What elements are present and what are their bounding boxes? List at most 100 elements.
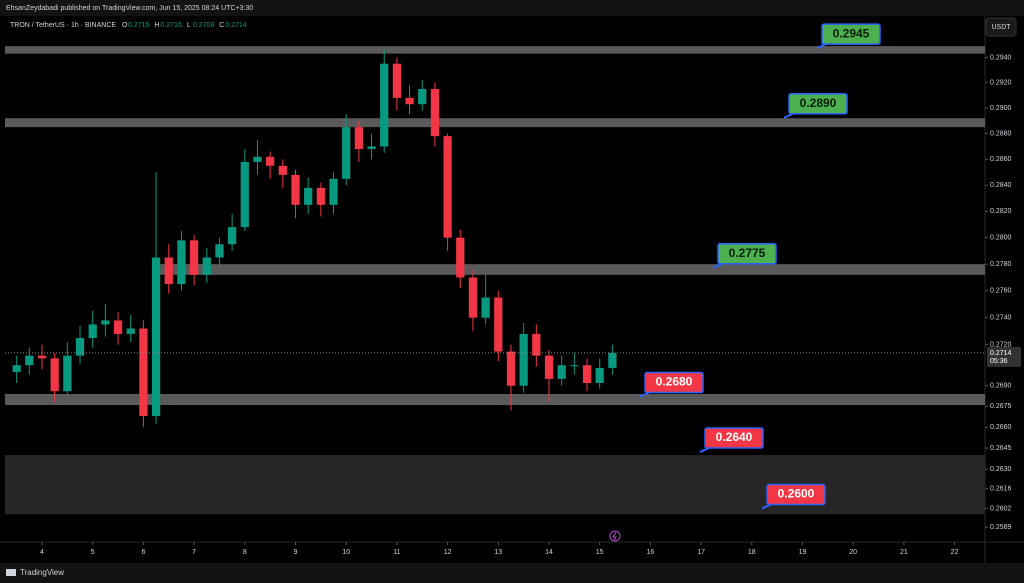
candle-body — [88, 324, 97, 338]
ohlc-value: 0.2708 — [193, 22, 215, 29]
y-tick-label: 0.2602 — [990, 505, 1012, 512]
candle-body — [63, 355, 72, 392]
candle-body — [354, 127, 363, 150]
level-box — [766, 483, 826, 506]
ohlc-key: O — [122, 22, 128, 29]
zone — [5, 393, 985, 406]
y-tick-label: 0.2690 — [990, 383, 1012, 390]
y-tick-label: 0.2900 — [990, 105, 1012, 112]
candle-body — [101, 320, 110, 325]
last-price-tag — [987, 346, 1021, 367]
candle-body — [456, 237, 465, 278]
x-tick-label: 19 — [799, 549, 807, 556]
candle-body — [443, 136, 452, 238]
y-tick-label: 0.2589 — [990, 524, 1012, 531]
y-tick-label: 0.2720 — [990, 342, 1012, 349]
x-tick-label: 4 — [40, 549, 44, 556]
candle-body — [430, 88, 440, 137]
zone — [5, 46, 985, 54]
candle-body — [253, 156, 262, 162]
candle-body — [494, 297, 503, 352]
y-tick-label: 0.2760 — [990, 288, 1012, 295]
candle-body — [418, 88, 427, 105]
y-tick-label: 0.2940 — [990, 54, 1012, 61]
candle-body — [367, 146, 376, 150]
x-tick-label: 9 — [294, 549, 298, 556]
candle-body — [481, 297, 490, 318]
level-label: 0.2600 — [778, 487, 815, 501]
candle-body — [405, 97, 414, 105]
publisher: EhsanZeydabadi published on TradingView.… — [6, 5, 253, 12]
last-price-label: 0.2714 — [990, 350, 1012, 357]
candle-body — [228, 227, 237, 245]
top-bar — [0, 0, 1024, 16]
x-tick-label: 15 — [596, 549, 604, 556]
level-box — [704, 427, 764, 449]
candle-body — [557, 365, 566, 379]
level-label: 0.2680 — [656, 375, 693, 389]
x-tick-label: 10 — [342, 549, 350, 556]
candle-body — [215, 244, 224, 258]
level-box — [821, 23, 881, 45]
x-tick-label: 14 — [545, 549, 553, 556]
y-tick-label: 0.2616 — [990, 486, 1012, 493]
candle-body — [582, 365, 592, 383]
level-label: 0.2945 — [833, 26, 870, 40]
y-tick-label: 0.2840 — [990, 182, 1012, 189]
y-tick-label: 0.2820 — [990, 208, 1012, 215]
candle-body — [380, 63, 389, 147]
ohlc-value: 0.2715 — [128, 22, 150, 29]
candle-body — [177, 240, 186, 285]
candle-body — [151, 257, 161, 417]
candle-body — [519, 333, 528, 386]
zone — [5, 118, 985, 128]
candle-body — [532, 333, 541, 356]
x-tick-label: 16 — [646, 549, 654, 556]
x-tick-label: 13 — [494, 549, 502, 556]
ohlc-key: L — [187, 22, 191, 29]
x-tick-label: 17 — [697, 549, 705, 556]
x-tick-label: 20 — [849, 549, 857, 556]
x-tick-label: 12 — [444, 549, 452, 556]
level-box — [644, 371, 704, 394]
candle-body — [595, 367, 604, 383]
candle-body — [139, 328, 148, 417]
x-tick-label: 7 — [192, 549, 196, 556]
currency-box — [985, 17, 1017, 37]
x-tick-label: 8 — [243, 549, 247, 556]
candle-body — [291, 174, 300, 205]
x-tick-label: 5 — [91, 549, 95, 556]
candle-body — [189, 240, 199, 275]
lightning-icon — [609, 530, 621, 542]
candle-body — [12, 365, 21, 373]
x-tick-label: 21 — [900, 549, 908, 556]
y-tick-label: 0.2630 — [990, 466, 1012, 473]
candle-body — [392, 63, 402, 98]
y-tick-label: 0.2645 — [990, 445, 1012, 452]
symbol: TRON / TetherUS · 1h · BINANCE — [10, 22, 116, 29]
level-label: 0.2890 — [800, 96, 837, 110]
candle-body — [506, 351, 516, 386]
candle-body — [126, 328, 135, 334]
zone — [5, 455, 985, 515]
x-tick-label: 6 — [141, 549, 145, 556]
candle-body — [240, 161, 249, 228]
y-tick-label: 0.2880 — [990, 130, 1012, 137]
candle-body — [544, 355, 554, 379]
candle-body — [570, 365, 579, 367]
ohlc-value: 0.2714 — [225, 22, 247, 29]
candle-body — [25, 355, 34, 366]
y-tick-label: 0.2860 — [990, 156, 1012, 163]
y-tick-label: 0.2675 — [990, 403, 1012, 410]
ohlc-legend: O 0.2715 H 0.2716 L 0.2708 C 0.2714 — [122, 22, 247, 29]
y-tick-label: 0.2660 — [990, 424, 1012, 431]
zone — [160, 264, 986, 275]
candle-body — [342, 127, 351, 179]
x-tick-label: 18 — [748, 549, 756, 556]
candle-body — [113, 320, 123, 334]
level-box — [788, 93, 848, 115]
x-tick-label: 11 — [393, 549, 400, 556]
brand: TradingView — [20, 568, 64, 577]
y-tick-label: 0.2780 — [990, 261, 1012, 268]
